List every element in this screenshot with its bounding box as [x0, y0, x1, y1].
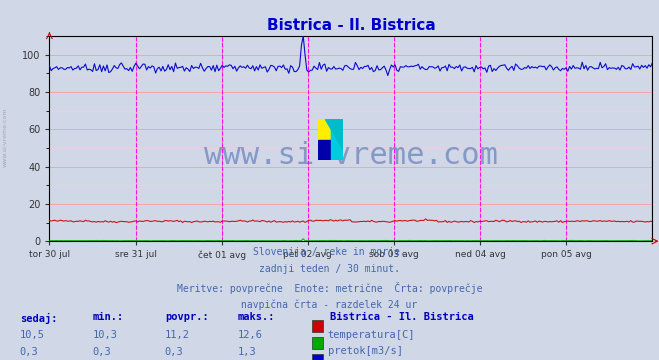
Text: pretok[m3/s]: pretok[m3/s]	[328, 346, 403, 356]
Text: maks.:: maks.:	[237, 312, 275, 323]
Text: temperatura[C]: temperatura[C]	[328, 330, 415, 340]
Bar	[312, 320, 323, 332]
Bar	[312, 354, 323, 360]
Polygon shape	[325, 119, 343, 150]
Text: 11,2: 11,2	[165, 330, 190, 340]
Text: 0,3: 0,3	[165, 346, 183, 356]
Text: 0,3: 0,3	[20, 346, 38, 356]
Text: sedaj:: sedaj:	[20, 312, 57, 324]
Text: Slovenija / reke in morje.: Slovenija / reke in morje.	[253, 247, 406, 257]
Bar	[331, 119, 343, 139]
Text: Meritve: povprečne  Enote: metrične  Črta: povprečje: Meritve: povprečne Enote: metrične Črta:…	[177, 282, 482, 294]
Text: 0,3: 0,3	[92, 346, 111, 356]
Bar	[312, 337, 323, 348]
Text: www.si-vreme.com: www.si-vreme.com	[3, 107, 8, 167]
Text: 10,3: 10,3	[92, 330, 117, 340]
Text: zadnji teden / 30 minut.: zadnji teden / 30 minut.	[259, 264, 400, 274]
Bar	[318, 139, 343, 160]
Text: navpična črta - razdelek 24 ur: navpična črta - razdelek 24 ur	[241, 299, 418, 310]
Text: povpr.:: povpr.:	[165, 312, 208, 323]
Text: 12,6: 12,6	[237, 330, 262, 340]
Text: www.si-vreme.com: www.si-vreme.com	[204, 140, 498, 170]
Text: min.:: min.:	[92, 312, 123, 323]
Text: 10,5: 10,5	[20, 330, 45, 340]
Text: Bistrica - Il. Bistrica: Bistrica - Il. Bistrica	[330, 312, 473, 323]
Title: Bistrica - Il. Bistrica: Bistrica - Il. Bistrica	[266, 18, 436, 33]
Text: 1,3: 1,3	[237, 346, 256, 356]
Bar	[318, 119, 331, 139]
Polygon shape	[331, 119, 343, 160]
